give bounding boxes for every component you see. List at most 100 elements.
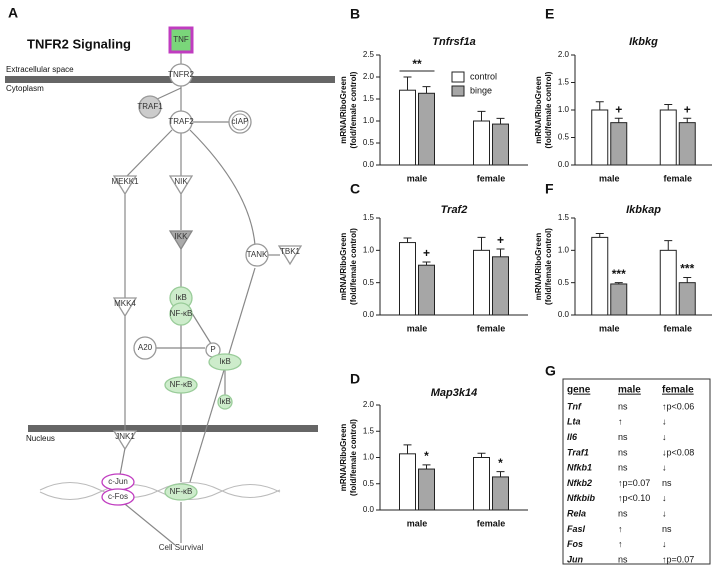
chart-title: Ikbkap bbox=[626, 204, 661, 216]
error-bar bbox=[683, 117, 692, 123]
significance: * bbox=[498, 456, 503, 470]
table-header: female bbox=[662, 385, 694, 396]
node-shape bbox=[169, 63, 193, 87]
node-label: IκB bbox=[175, 293, 187, 302]
error-bar bbox=[595, 101, 604, 110]
error-bar bbox=[422, 464, 431, 470]
table-cell: ↑p<0.10 bbox=[618, 493, 650, 503]
bar bbox=[678, 122, 696, 166]
y-tick-label: 2.0 bbox=[363, 72, 375, 81]
chart-title: Ikbkg bbox=[629, 36, 658, 48]
table-header: male bbox=[618, 385, 641, 396]
table-cell: ↑p=0.07 bbox=[618, 478, 650, 488]
y-axis-label: mRNA/RiboGreen bbox=[339, 76, 348, 144]
error-bar bbox=[403, 76, 412, 91]
node-label: JNK1 bbox=[115, 432, 135, 441]
node-shape bbox=[168, 175, 194, 196]
node-label: NF-κB bbox=[170, 487, 193, 496]
gene-name: Traf1 bbox=[567, 447, 589, 457]
bar bbox=[418, 264, 435, 316]
table-cell: ns bbox=[618, 432, 628, 442]
y-axis-label: (fold/female control) bbox=[349, 71, 358, 148]
error-bar bbox=[496, 117, 505, 125]
bar bbox=[591, 236, 609, 316]
gene-name: Fasl bbox=[567, 524, 586, 534]
node-shape bbox=[112, 430, 138, 451]
error-bar bbox=[614, 117, 623, 123]
bar bbox=[399, 89, 416, 166]
table-cell: ns bbox=[662, 524, 672, 534]
significance: ** bbox=[412, 57, 422, 71]
y-tick-label: 2.5 bbox=[363, 50, 375, 59]
node-shape bbox=[112, 297, 138, 318]
table-cell: ns bbox=[618, 401, 628, 411]
node-shape bbox=[208, 353, 242, 371]
table-cell: ↓ bbox=[662, 493, 667, 503]
y-axis-label: mRNA/RiboGreen bbox=[534, 76, 543, 144]
y-tick-label: 1.5 bbox=[558, 213, 570, 222]
node-shape bbox=[217, 394, 233, 410]
node-label: TBK1 bbox=[280, 247, 301, 256]
node-label: TNF bbox=[173, 35, 189, 44]
bar bbox=[492, 123, 509, 166]
node-shape bbox=[164, 376, 198, 394]
table-header: gene bbox=[567, 385, 591, 396]
y-tick-label: 1.5 bbox=[363, 213, 375, 222]
node-label: c-Fos bbox=[108, 492, 128, 501]
node-shape bbox=[231, 113, 249, 131]
node-label: IKK bbox=[175, 232, 189, 241]
error-bar bbox=[595, 233, 604, 238]
x-tick-label: male bbox=[599, 173, 620, 183]
significance: *** bbox=[612, 267, 626, 281]
significance: + bbox=[684, 102, 691, 116]
panel-label: B bbox=[350, 6, 360, 22]
node-label: MEKK1 bbox=[111, 177, 139, 186]
y-axis-label: (fold/female control) bbox=[349, 419, 358, 496]
error-bar bbox=[403, 237, 412, 243]
node-label: A20 bbox=[138, 343, 153, 352]
x-tick-label: male bbox=[407, 518, 428, 528]
table-cell: ↓ bbox=[662, 463, 667, 473]
node-label: NF-κB bbox=[170, 380, 193, 389]
x-tick-label: female bbox=[477, 518, 506, 528]
x-tick-label: female bbox=[477, 173, 506, 183]
x-tick-label: female bbox=[477, 323, 506, 333]
y-tick-label: 1.5 bbox=[558, 78, 570, 87]
bar bbox=[399, 242, 416, 316]
node-shape bbox=[169, 302, 193, 326]
x-tick-label: female bbox=[663, 173, 692, 183]
node-shape bbox=[277, 245, 303, 266]
node-label: IκB bbox=[219, 397, 231, 406]
significance: * bbox=[424, 449, 429, 463]
table-cell: ↑p<0.06 bbox=[662, 401, 694, 411]
compartment-label: Cytoplasm bbox=[6, 84, 44, 93]
y-axis-label: mRNA/RiboGreen bbox=[534, 233, 543, 301]
bar bbox=[473, 249, 490, 316]
node-label: IκB bbox=[219, 357, 231, 366]
x-tick-label: male bbox=[407, 173, 428, 183]
y-tick-label: 0.0 bbox=[363, 310, 375, 319]
y-tick-label: 2.0 bbox=[363, 400, 375, 409]
y-axis-label: (fold/female control) bbox=[544, 71, 553, 148]
y-tick-label: 0.0 bbox=[363, 505, 375, 514]
bar bbox=[610, 283, 628, 316]
y-tick-label: 1.0 bbox=[363, 245, 375, 254]
node-shape bbox=[101, 488, 135, 506]
error-bar bbox=[403, 444, 412, 454]
y-axis-label: mRNA/RiboGreen bbox=[339, 424, 348, 492]
node-label: TNFR2 bbox=[168, 70, 194, 79]
x-tick-label: female bbox=[663, 323, 692, 333]
chart-title: Traf2 bbox=[441, 204, 468, 216]
dna bbox=[39, 482, 281, 500]
bar bbox=[418, 468, 435, 511]
table-cell: ↑ bbox=[618, 539, 623, 549]
bar bbox=[492, 256, 509, 316]
node-label: MKK4 bbox=[114, 299, 136, 308]
error-bar bbox=[422, 261, 431, 266]
y-axis-label: (fold/female control) bbox=[544, 228, 553, 305]
gene-name: Nfkbib bbox=[567, 493, 596, 503]
node-shape bbox=[133, 336, 157, 360]
edges bbox=[119, 52, 280, 546]
